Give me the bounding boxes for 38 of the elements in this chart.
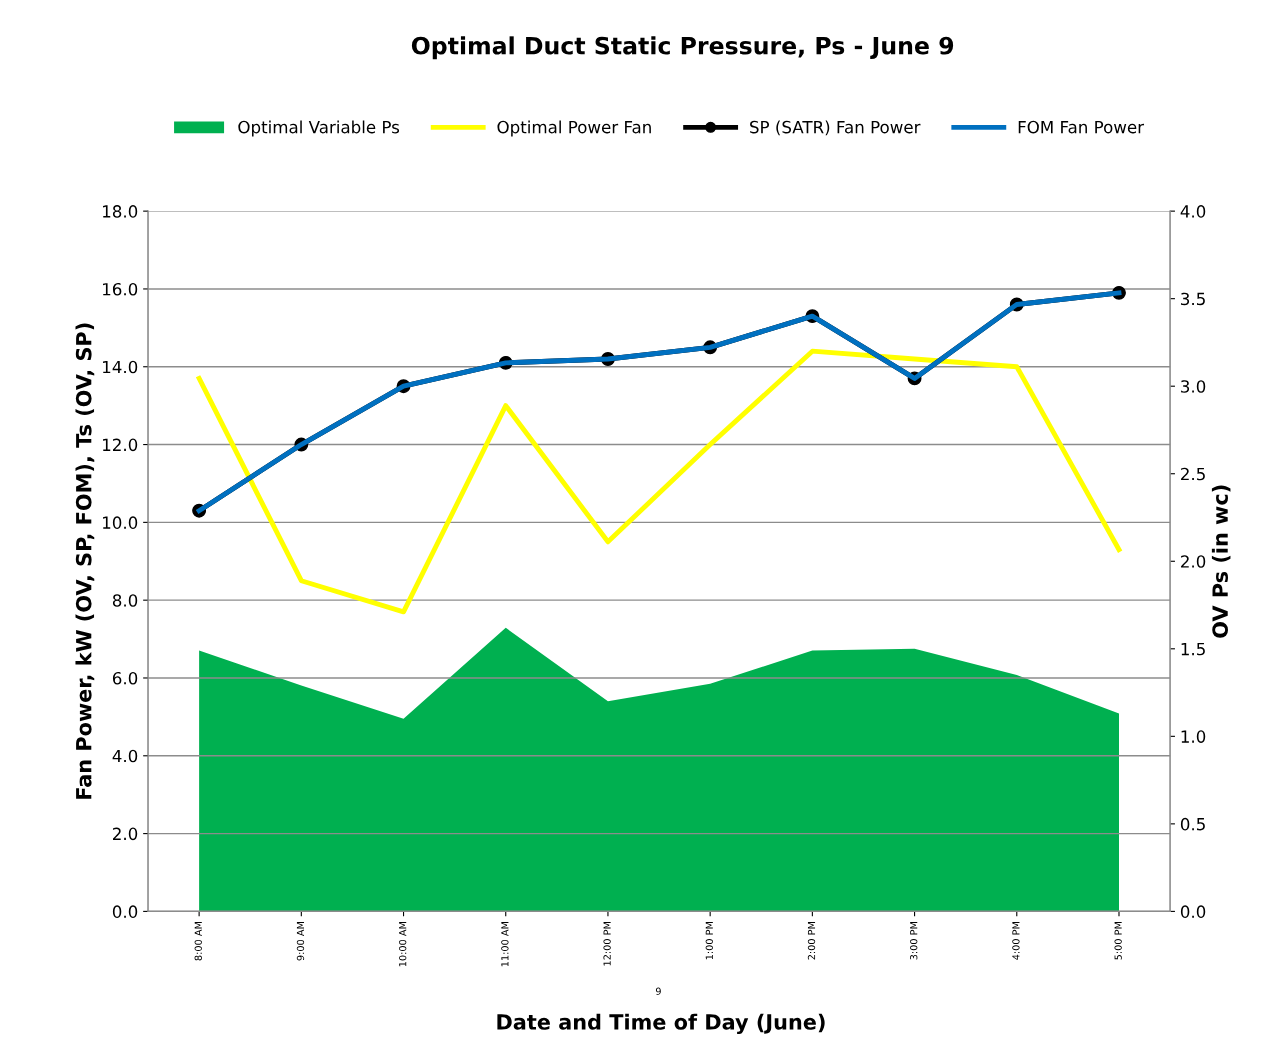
y2-tick-label: 3.0 <box>1181 380 1206 393</box>
y-tick-label: 18.0 <box>103 205 138 218</box>
y2-tick-label: 4.0 <box>1180 205 1206 218</box>
x-tick-label: 10:00 AM <box>399 922 407 967</box>
y2-tick-label: 1.5 <box>1181 642 1205 656</box>
x-tick-label: 9:00 AM <box>296 922 305 961</box>
x-tick-label: 12:00 PM <box>603 922 611 966</box>
legend-label: Optimal Power Fan <box>497 120 651 137</box>
x-tick-label: 5:00 PM <box>1114 922 1122 960</box>
y-tick-label: 16.0 <box>103 282 138 296</box>
y2-tick-label: 0.0 <box>1180 905 1206 918</box>
x-axis-title: Date and Time of Day (June) <box>497 1013 825 1035</box>
legend-label: Optimal Variable Ps <box>238 120 400 137</box>
x-tick-label: 11:00 AM <box>501 922 509 967</box>
y-tick-label: 8.0 <box>112 594 138 607</box>
y-tick-label: 2.0 <box>113 827 138 841</box>
y2-tick-label: 0.5 <box>1180 817 1205 831</box>
y-axis-title: Fan Power, kW (OV, SP, FOM), Ts (OV, SP) <box>75 323 95 799</box>
y-tick-label: 4.0 <box>112 749 138 763</box>
y-tick-label: 0.0 <box>112 905 138 918</box>
x-tick-label: 3:00 PM <box>910 922 918 960</box>
chart-title: Optimal Duct Static Pressure, Ps - June 9 <box>411 36 954 60</box>
y2-tick-label: 1.0 <box>1181 730 1206 743</box>
x-tick-label: 8:00 AM <box>194 922 202 961</box>
y-tick-label: 10.0 <box>103 516 138 529</box>
legend-label: SP (SATR) Fan Power <box>750 120 921 136</box>
y2-tick-label: 3.5 <box>1181 292 1205 306</box>
x-tick-label: 1:00 PM <box>705 922 713 960</box>
y-tick-label: 14.0 <box>103 360 138 374</box>
y-tick-label: 6.0 <box>112 671 138 685</box>
x-tick-label: 4:00 PM <box>1012 922 1020 960</box>
x-tick-label: 2:00 PM <box>807 922 816 960</box>
text: 9 <box>655 987 661 995</box>
y2-axis-title: OV Ps (in wc) <box>1211 485 1231 638</box>
y-tick-label: 12.0 <box>103 438 138 452</box>
y2-tick-label: 2.5 <box>1181 467 1205 481</box>
legend-label: FOM Fan Power <box>1018 120 1145 134</box>
y2-tick-label: 2.0 <box>1181 555 1206 568</box>
